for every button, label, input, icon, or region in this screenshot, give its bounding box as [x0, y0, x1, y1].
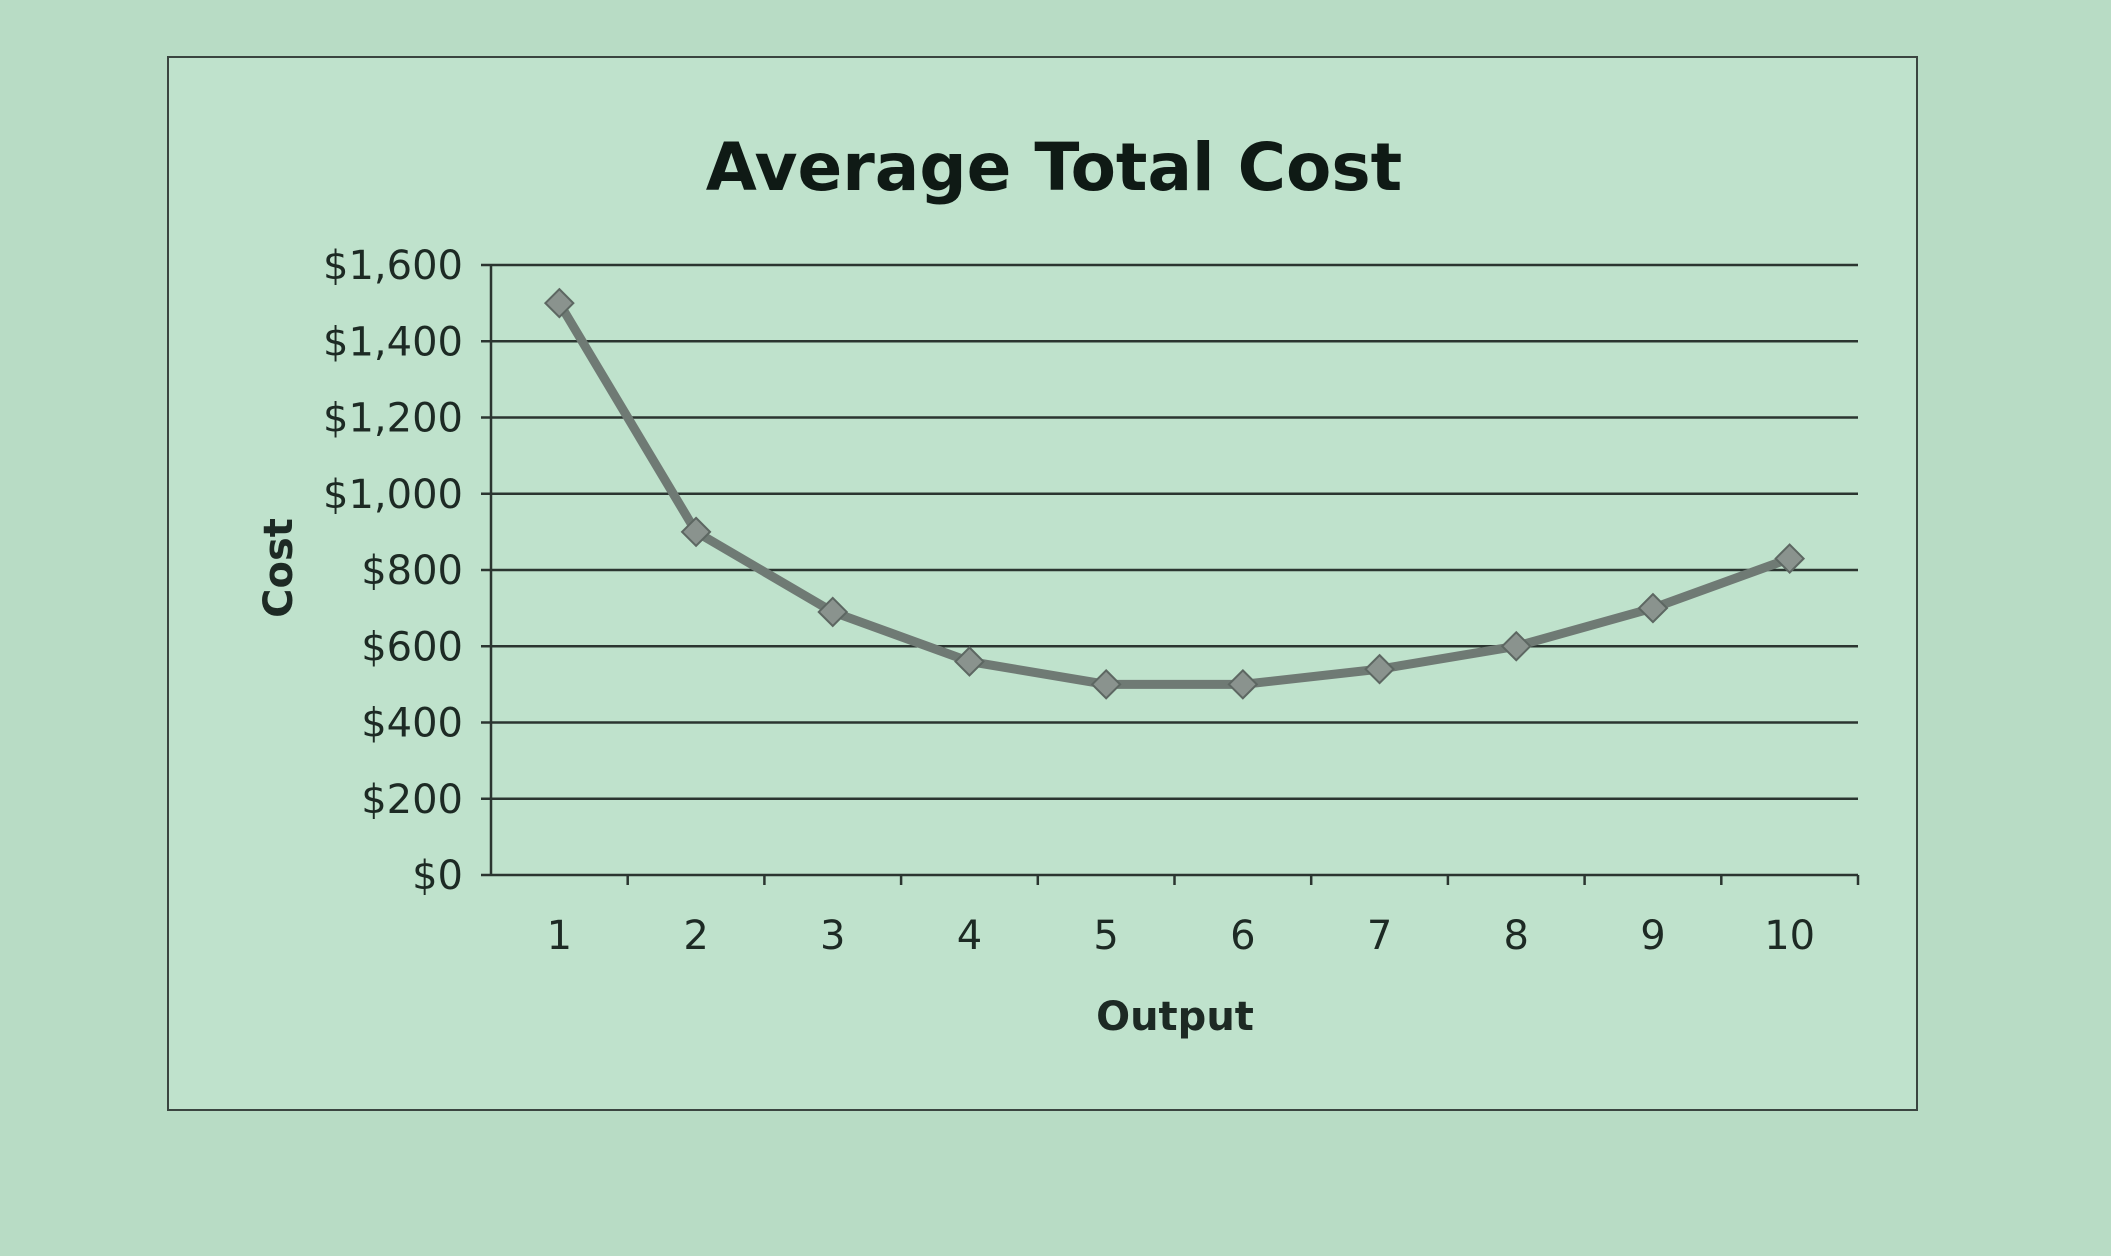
x-tick-label: 3	[820, 913, 845, 959]
y-tick-label: $1,200	[323, 396, 463, 442]
x-tick-label: 9	[1640, 913, 1665, 959]
y-tick-label: $1,600	[323, 243, 463, 289]
y-tick-label: $1,000	[323, 472, 463, 518]
x-tick-label: 5	[1093, 913, 1118, 959]
data-point-marker	[817, 596, 849, 628]
x-tick-label: 10	[1764, 913, 1815, 959]
data-point-marker	[1364, 653, 1395, 685]
y-tick-label: $600	[361, 624, 463, 670]
data-point-marker	[954, 646, 985, 677]
y-tick-label: $200	[361, 777, 463, 823]
chart-title: Average Total Cost	[706, 129, 1402, 206]
x-tick-label: 7	[1367, 913, 1392, 959]
data-point-marker	[1227, 668, 1259, 700]
series-line	[555, 300, 1792, 689]
y-tick-label: $400	[361, 701, 463, 747]
y-axis-label: Cost	[256, 518, 302, 618]
data-point-marker	[1500, 630, 1532, 662]
x-tick-label: 6	[1230, 913, 1255, 959]
x-tick-label: 1	[547, 913, 572, 959]
data-point-marker	[1637, 592, 1669, 624]
x-axis-label: Output	[1096, 994, 1254, 1040]
y-tick-label: $0	[412, 853, 463, 899]
y-tick-label: $1,400	[323, 319, 463, 365]
x-tick-label: 4	[957, 913, 982, 959]
chart-frame	[167, 56, 1918, 1111]
data-point-marker	[1774, 543, 1806, 574]
data-point-marker	[543, 287, 575, 319]
data-point-marker	[680, 516, 712, 548]
y-tick-label: $800	[361, 548, 463, 594]
data-point-marker	[1090, 668, 1122, 700]
x-tick-label: 2	[683, 913, 708, 959]
x-tick-label: 8	[1504, 913, 1529, 959]
